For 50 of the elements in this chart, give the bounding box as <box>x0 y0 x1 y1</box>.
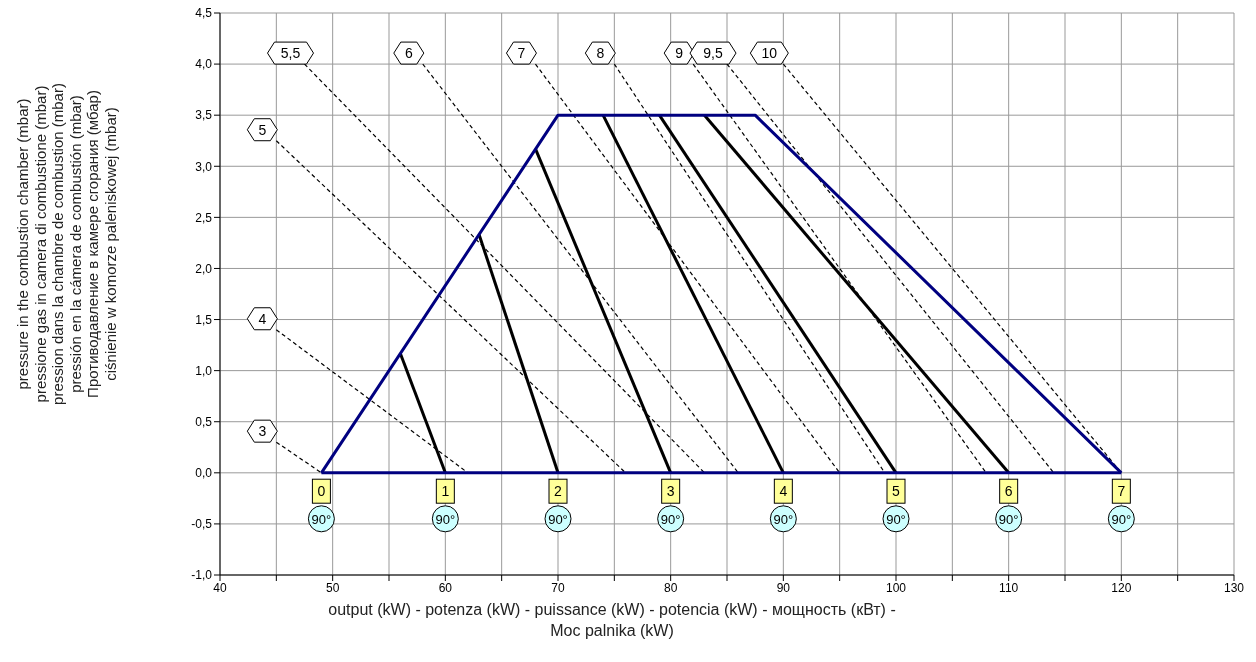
annotation: 90° <box>773 511 794 527</box>
x-tick-label: 50 <box>325 580 340 595</box>
x-tick-label: 70 <box>551 580 565 595</box>
x-tick-label: 40 <box>213 580 227 595</box>
x-tick-label: 90 <box>776 580 791 595</box>
annotation: 0 <box>317 483 326 500</box>
y-tick-label: 0,0 <box>195 466 213 481</box>
y-tick-label: -1,0 <box>191 568 213 583</box>
annotation: 9,5 <box>703 45 723 62</box>
annotation: 3 <box>258 423 267 440</box>
annotation: 1 <box>441 483 450 500</box>
y-tick-label: 2,5 <box>195 210 213 225</box>
annotation: 90° <box>548 511 568 527</box>
y-tick-label: 4,0 <box>195 57 213 72</box>
annotation: 90° <box>435 511 456 527</box>
y-tick-label: 4,5 <box>195 6 213 21</box>
annotation: 90° <box>311 511 332 527</box>
annotation: 4 <box>779 483 788 500</box>
x-tick-label: 120 <box>1111 580 1132 595</box>
annotation: 10 <box>761 45 778 62</box>
annotation: 90° <box>886 511 906 527</box>
annotation: 7 <box>517 45 526 62</box>
annotation: 4 <box>258 310 267 327</box>
annotation: 90° <box>660 511 681 527</box>
x-tick-label: 130 <box>1223 580 1245 595</box>
annotation: 6 <box>1004 483 1013 500</box>
y-tick-label: 3,0 <box>195 159 213 174</box>
x-tick-label: 110 <box>999 580 1019 595</box>
annotation: 90° <box>1111 511 1132 527</box>
annotation: 5 <box>892 483 901 500</box>
x-tick-label: 60 <box>438 580 453 595</box>
annotation: 5 <box>258 121 267 138</box>
annotation: 3 <box>666 483 675 500</box>
y-tick-label: 0,5 <box>195 414 213 429</box>
x-tick-label: 80 <box>663 580 678 595</box>
annotation: 5,5 <box>280 45 301 62</box>
y-axis-title: pressure in the combustion chamber (mbar) pressione gas in camera di combustione (mbar) pression dans la chambre de combustion (mbar) pressión en la cámera de combustión (mbar) Противодавление в камере сгорания (мбар) ciśnienie w komorze paleniskowej (mbar) <box>14 83 119 405</box>
y-tick-label: 3,5 <box>195 108 213 123</box>
annotation: 90° <box>998 511 1019 527</box>
annotation: 7 <box>1117 483 1126 500</box>
annotation: 6 <box>404 45 413 62</box>
y-tick-label: 1,0 <box>195 363 213 378</box>
annotation: 2 <box>554 483 563 500</box>
y-tick-label: -0,5 <box>191 517 213 532</box>
annotation: 9 <box>675 45 684 62</box>
y-tick-label: 2,0 <box>195 261 213 276</box>
x-axis-title: output (kW) - potenza (kW) - puissance (kW) - potencia (kW) - мощность (кВт) - Moc palnika (kW) <box>328 601 896 639</box>
annotation: 8 <box>596 45 605 62</box>
y-tick-label: 1,5 <box>195 312 213 327</box>
x-tick-label: 100 <box>885 580 907 595</box>
